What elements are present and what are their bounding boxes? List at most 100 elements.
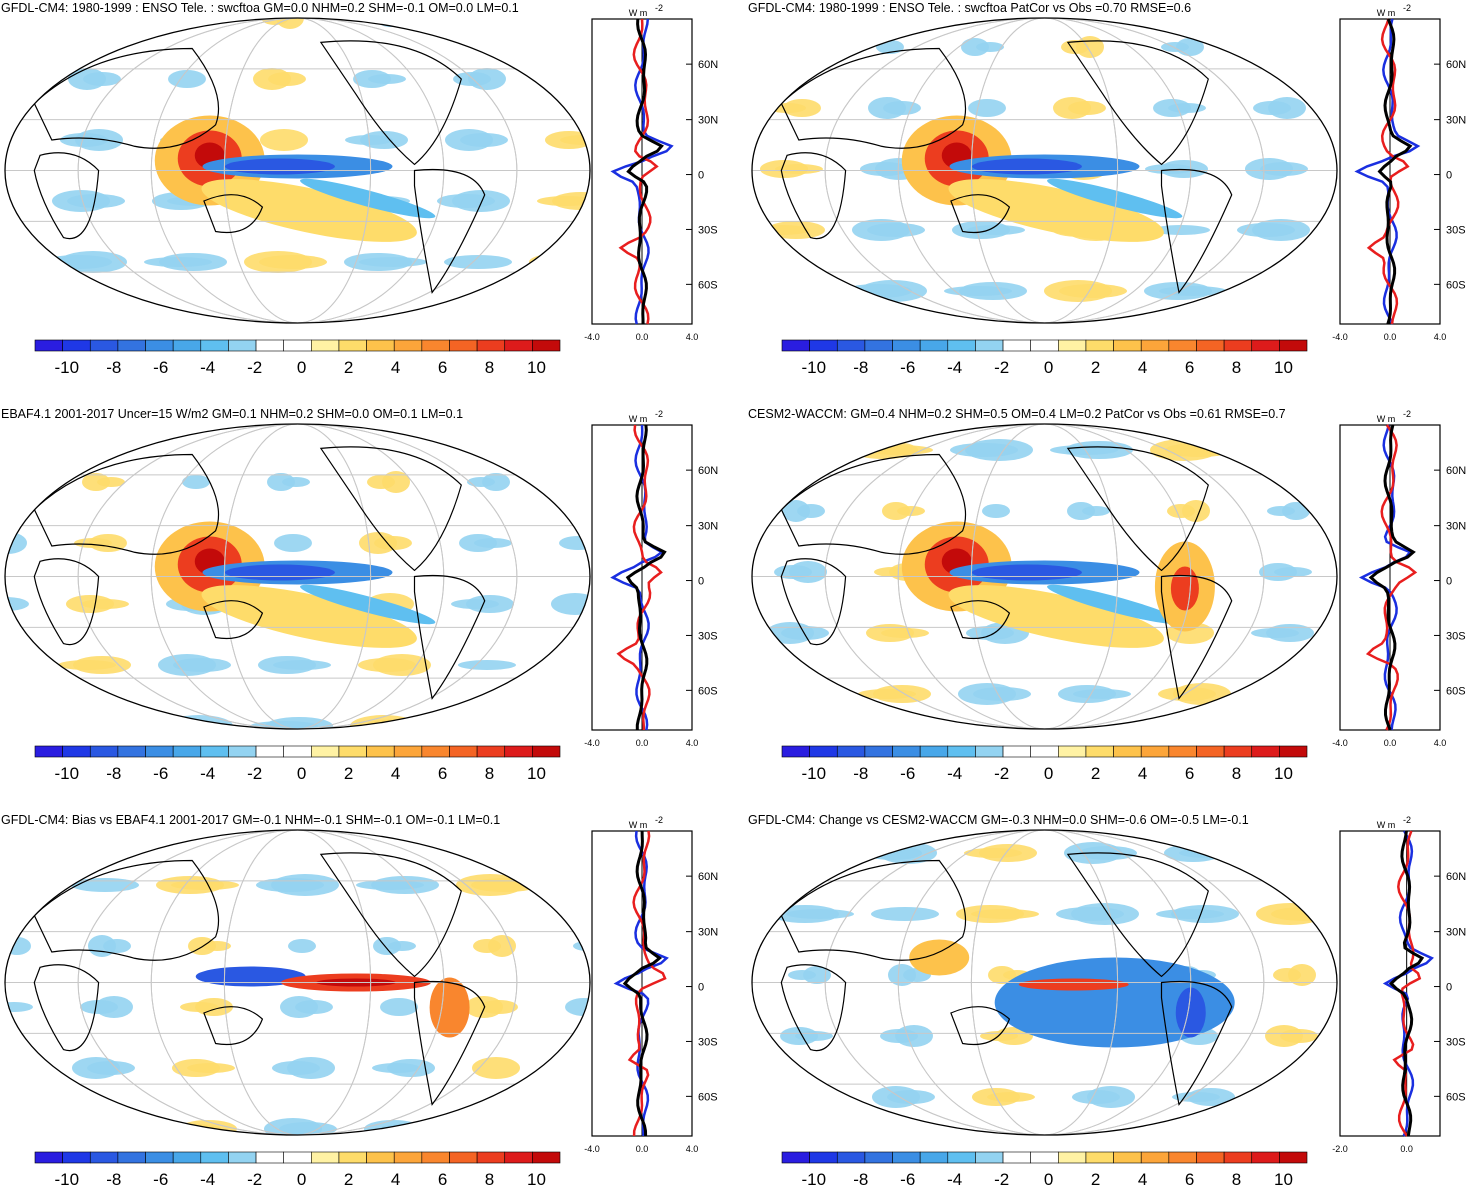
colorbar-swatch (255, 1151, 284, 1164)
colorbar-swatch (449, 745, 478, 758)
colorbar-swatch (62, 1151, 91, 1164)
lat-tick-label: 30S (1446, 224, 1466, 236)
colorbar-tick-label: 2 (1091, 358, 1100, 377)
profile-units: W m (1377, 820, 1396, 830)
colorbar-tick-label: -8 (106, 358, 121, 377)
colorbar-tick-label: 4 (1138, 1170, 1147, 1187)
colorbar-swatch (864, 339, 893, 352)
field-patch (82, 473, 110, 491)
field-patch (356, 880, 424, 890)
field-patch (344, 253, 412, 271)
field-patch (1153, 99, 1191, 117)
colorbar-swatch (172, 339, 202, 352)
coastline (1066, 40, 1209, 166)
map-border (751, 17, 1338, 324)
x-tick-label: 0.0 (1384, 738, 1397, 748)
colorbar-swatch (200, 1151, 229, 1164)
colorbar-tick-label: -8 (106, 764, 121, 783)
colorbar-swatch (1002, 745, 1031, 758)
colorbar-swatch (864, 1151, 893, 1164)
panel-p1: GFDL-CM4: 1980-1999 : ENSO Tele. : swcft… (1, 1, 718, 377)
colorbar-tick-label: -10 (801, 1170, 826, 1187)
lat-tick-label: 60N (1446, 59, 1466, 71)
field-patch (258, 656, 316, 674)
field-patch (437, 194, 495, 208)
field-patch (752, 225, 810, 235)
field-patch (1267, 506, 1295, 516)
field-patch (71, 878, 139, 892)
colorbar-swatch (1030, 1151, 1059, 1164)
x-tick-label: -4.0 (1332, 332, 1348, 342)
coastline (780, 152, 847, 240)
field-blob (948, 179, 1164, 242)
colorbar-swatch (255, 339, 284, 352)
colorbar-swatch (1196, 1151, 1225, 1164)
field-patch (64, 1122, 122, 1135)
colorbar-swatch (919, 1151, 949, 1164)
map-field (5, 18, 590, 323)
x-tick-label: 4.0 (1434, 738, 1447, 748)
field-patch (1156, 909, 1224, 919)
x-tick-label: 0.0 (636, 738, 649, 748)
field-patch (168, 70, 206, 88)
field-blob (1175, 987, 1206, 1038)
field-patch (882, 502, 910, 520)
colorbar-tick-label: 0 (1044, 358, 1053, 377)
field-patch (1244, 284, 1312, 298)
map-border (4, 423, 591, 730)
colorbar-swatch (117, 339, 146, 352)
profile-line-model (627, 830, 667, 1137)
field-patch (561, 18, 589, 27)
field-patch (788, 970, 816, 980)
colorbar-tick-label: 8 (485, 1170, 494, 1187)
colorbar-tick-label: 10 (527, 764, 546, 783)
colorbar-tick-label: 8 (485, 764, 494, 783)
field-patch (5, 1002, 33, 1012)
colorbar-swatch (864, 745, 893, 758)
coastline (33, 152, 100, 240)
colorbar-tick-label: -4 (200, 358, 215, 377)
field-patch (565, 998, 590, 1016)
field-patch (1145, 164, 1193, 174)
colorbar-swatch (504, 1151, 533, 1164)
colorbar-swatch (338, 339, 367, 352)
profile-units: W m (1377, 414, 1396, 424)
field-blob (201, 585, 417, 648)
field-patch (358, 658, 416, 672)
colorbar-swatch (89, 1151, 119, 1164)
colorbar-swatch (89, 339, 119, 352)
field-patch (1053, 97, 1091, 119)
x-tick-label: -2.0 (1332, 1144, 1348, 1154)
colorbar-swatch (172, 1151, 202, 1164)
map-field (5, 424, 590, 729)
field-patch (5, 597, 29, 611)
colorbar-swatch (311, 339, 340, 352)
field-patch (1265, 1025, 1303, 1047)
field-patch (871, 907, 939, 921)
field-patch (467, 477, 495, 487)
lat-tick-label: 30S (698, 1036, 718, 1048)
colorbar-swatch (1113, 339, 1142, 352)
lat-tick-label: 30N (1446, 927, 1466, 939)
field-patch (774, 565, 812, 579)
x-tick-label: -4.0 (1332, 738, 1348, 748)
field-patch (1044, 280, 1112, 302)
field-patch (473, 939, 501, 953)
panel-title: GFDL-CM4: 1980-1999 : ENSO Tele. : swcft… (748, 1, 1191, 15)
field-patch (1276, 40, 1304, 54)
coastline (780, 859, 967, 961)
panel-p6: GFDL-CM4: Change vs CESM2-WACCM GM=-0.3 … (748, 813, 1466, 1187)
field-patch (1176, 38, 1204, 56)
coastline (203, 600, 264, 640)
field-patch (479, 1118, 537, 1135)
colorbar-swatch (1223, 745, 1253, 758)
colorbar-swatch (1058, 745, 1087, 758)
lat-tick-label: 30N (1446, 521, 1466, 533)
field-patch (272, 1061, 320, 1075)
colorbar-swatch (947, 339, 976, 352)
meridian-line (970, 830, 1119, 1135)
field-patch (880, 1029, 918, 1043)
field-patch (782, 500, 810, 522)
field-patch (803, 966, 831, 984)
colorbar-tick-label: 2 (344, 764, 353, 783)
